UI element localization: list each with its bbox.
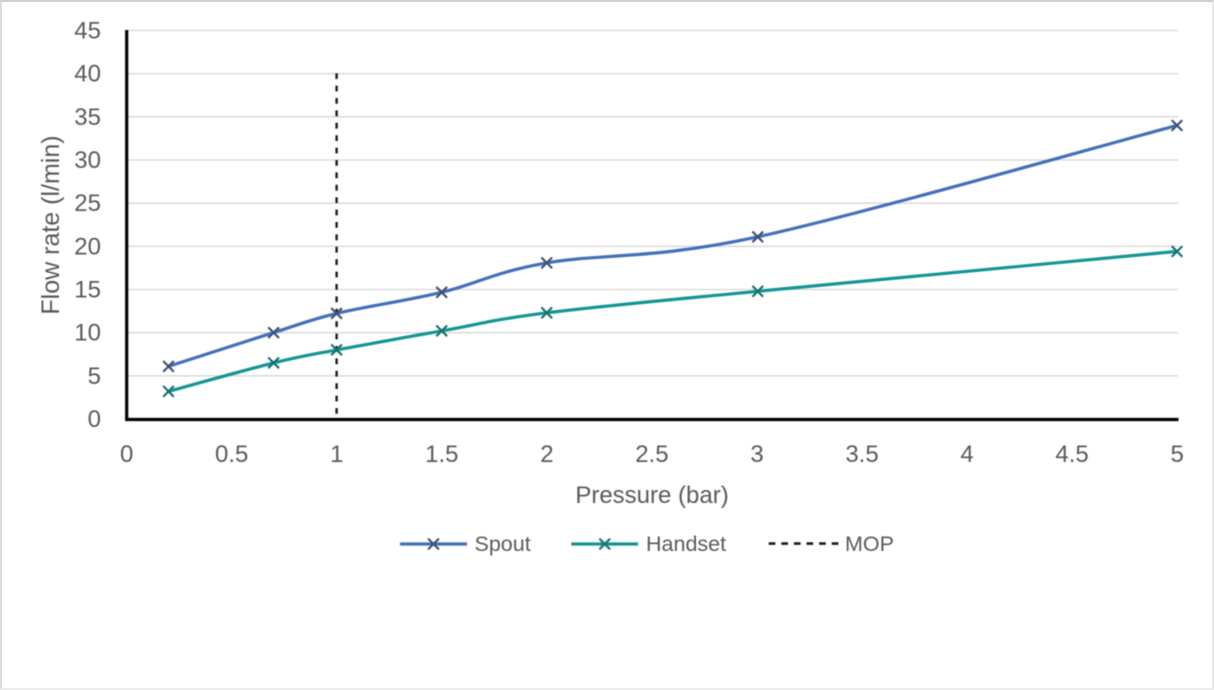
- svg-text:1: 1: [330, 441, 343, 468]
- svg-text:Flow rate (l/min): Flow rate (l/min): [37, 135, 65, 314]
- svg-text:25: 25: [74, 190, 101, 217]
- svg-text:MOP: MOP: [845, 532, 894, 556]
- svg-text:0: 0: [120, 441, 133, 468]
- svg-text:20: 20: [74, 233, 101, 260]
- svg-text:35: 35: [74, 104, 101, 131]
- svg-text:Pressure (bar): Pressure (bar): [575, 482, 728, 509]
- svg-text:0.5: 0.5: [215, 441, 248, 468]
- svg-text:5: 5: [1171, 441, 1184, 468]
- svg-text:1.5: 1.5: [425, 441, 458, 468]
- svg-text:3: 3: [750, 441, 763, 468]
- svg-text:10: 10: [74, 320, 101, 347]
- svg-text:Handset: Handset: [646, 532, 726, 556]
- svg-text:2: 2: [540, 441, 553, 468]
- svg-text:45: 45: [74, 18, 101, 45]
- svg-text:30: 30: [74, 147, 101, 174]
- svg-text:15: 15: [74, 277, 101, 304]
- svg-text:4: 4: [960, 441, 973, 468]
- svg-text:Spout: Spout: [475, 532, 531, 556]
- svg-text:3.5: 3.5: [845, 441, 878, 468]
- svg-text:5: 5: [88, 363, 101, 390]
- svg-text:0: 0: [88, 406, 101, 433]
- svg-text:40: 40: [74, 61, 101, 88]
- svg-text:4.5: 4.5: [1055, 441, 1088, 468]
- svg-text:2.5: 2.5: [635, 441, 668, 468]
